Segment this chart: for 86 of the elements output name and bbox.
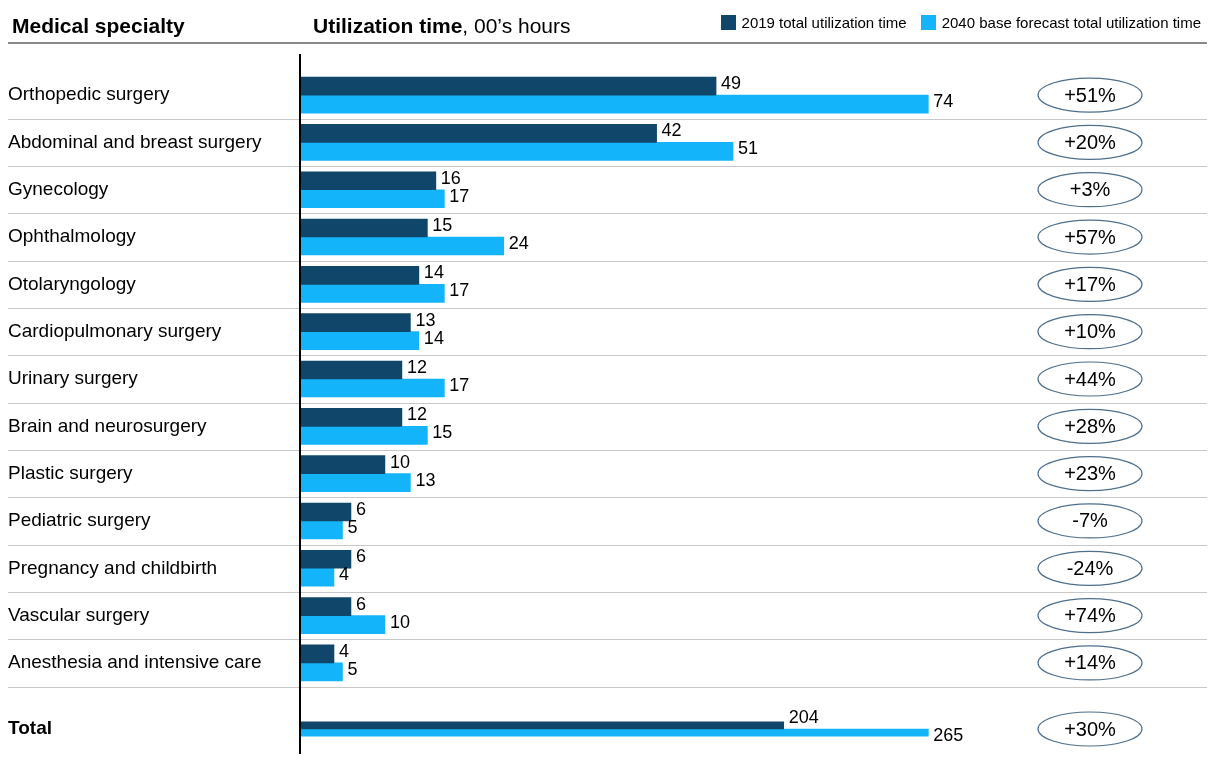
bar (300, 520, 343, 540)
bar (300, 473, 411, 492)
bar (300, 407, 403, 427)
data-label: 42 (661, 120, 682, 141)
bar (300, 425, 428, 445)
bar (300, 615, 386, 634)
bar (300, 124, 657, 143)
data-label: 6 (355, 593, 366, 614)
legend-label: 2019 total utilization time (741, 14, 907, 31)
text: +57% (1064, 225, 1117, 248)
text: +51% (1064, 83, 1117, 106)
data-label: 265 (933, 724, 964, 745)
bar (300, 189, 445, 209)
data-label: 15 (432, 215, 453, 235)
x-axis-title: Utilization time, 00’s hours (313, 14, 571, 37)
y-tick-label: Abdominal and breast surgery (8, 130, 262, 152)
y-tick-label: Otolaryngology (8, 272, 137, 294)
bar (300, 455, 386, 474)
y-tick-label: Orthopedic surgery (8, 83, 171, 105)
bar (300, 266, 420, 285)
y-tick-label: Pregnancy and childbirth (8, 556, 218, 578)
y-tick-label: Vascular surgery (8, 603, 150, 625)
text: +74% (1064, 604, 1117, 627)
bar (300, 218, 428, 238)
data-label: 10 (389, 611, 410, 632)
bar (300, 331, 420, 351)
data-label: 17 (449, 280, 470, 301)
bar (300, 284, 445, 303)
data-label: 4 (338, 640, 349, 661)
data-label: 15 (432, 422, 453, 443)
data-label: 14 (423, 262, 444, 283)
bar (300, 94, 929, 114)
data-label: 12 (406, 356, 427, 377)
y-tick-label: Urinary surgery (8, 367, 139, 389)
text: -7% (1072, 509, 1108, 532)
bar (300, 662, 343, 682)
text: +23% (1064, 462, 1117, 485)
bar (300, 236, 505, 256)
data-label: 24 (508, 233, 529, 253)
y-tick-label: Gynecology (8, 177, 109, 199)
text: +28% (1064, 414, 1117, 437)
y-tick-label: Total (8, 717, 52, 739)
text: +10% (1064, 320, 1117, 343)
data-label: 13 (415, 469, 436, 490)
y-tick-label: Pediatric surgery (8, 509, 152, 531)
bar (300, 644, 335, 664)
bar (300, 360, 403, 380)
data-label: 4 (338, 564, 349, 585)
data-label: 10 (389, 451, 410, 472)
y-tick-label: Plastic surgery (8, 461, 134, 483)
bar (300, 171, 437, 191)
data-label: 5 (347, 516, 358, 537)
y-tick-label: Ophthalmology (8, 225, 137, 247)
text: +20% (1064, 130, 1117, 153)
data-label: 16 (440, 167, 461, 188)
y-tick-label: Cardiopulmonary surgery (8, 319, 222, 341)
bar (300, 502, 352, 522)
text: +3% (1069, 178, 1111, 201)
y-tick-label: Brain and neurosurgery (8, 414, 208, 436)
text: +30% (1064, 717, 1117, 740)
text: +14% (1064, 651, 1117, 674)
data-label: 5 (347, 658, 358, 679)
data-label: 14 (423, 327, 444, 348)
text: -24% (1066, 556, 1114, 579)
data-label: 13 (415, 309, 436, 330)
data-label: 17 (449, 185, 470, 206)
legend-label: 2040 base forecast total utilization time (941, 14, 1201, 31)
text: +44% (1064, 367, 1117, 390)
bar (300, 567, 335, 587)
bar (300, 549, 352, 569)
bar (300, 597, 352, 616)
bar (300, 142, 734, 161)
text: +17% (1064, 272, 1117, 295)
y-axis-title: Medical specialty (12, 14, 185, 38)
data-label: 17 (449, 374, 470, 395)
bar (300, 76, 717, 96)
data-label: 204 (788, 706, 819, 727)
data-label: 49 (721, 73, 742, 94)
bar (300, 313, 411, 333)
bar (300, 378, 445, 398)
data-label: 6 (355, 546, 366, 567)
data-label: 12 (406, 404, 427, 425)
data-label: 51 (738, 138, 759, 159)
y-tick-label: Anesthesia and intensive care (8, 651, 262, 673)
data-label: 74 (933, 91, 954, 112)
data-label: 6 (355, 498, 366, 519)
